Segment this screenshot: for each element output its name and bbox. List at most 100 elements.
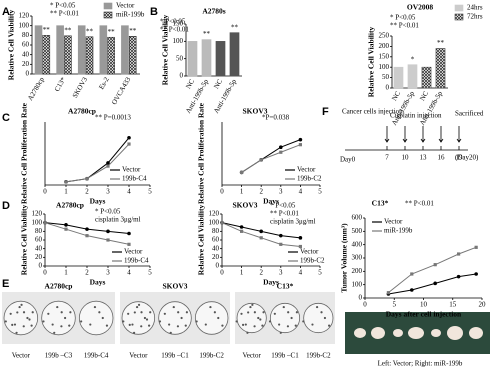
y-tick-label: 120 (19, 12, 30, 20)
colony (185, 311, 188, 314)
legend-label: miR-199b (116, 11, 145, 19)
colony (241, 323, 245, 326)
bar (215, 41, 226, 77)
y-axis-label: Relative Cell Proliferation Rate (197, 102, 206, 204)
legend-label: 199b-C4 (124, 257, 149, 265)
point (127, 135, 131, 140)
y-tick-label: 250 (379, 32, 390, 40)
x-tick-label: 1 (240, 269, 244, 277)
bar (407, 64, 418, 89)
chart-title: OV2008 (407, 3, 434, 12)
legend-swatch (454, 4, 464, 12)
annotation: ** P<0.01 (50, 10, 79, 18)
bar (435, 48, 446, 89)
injection-arrow (438, 126, 444, 143)
point (279, 145, 283, 149)
annotation: ** P<0.01 (270, 210, 299, 218)
y-tick-label: 0 (180, 72, 184, 80)
bar (393, 66, 404, 89)
x-tick-label: 5 (148, 269, 152, 277)
bar (56, 25, 64, 75)
y-tick-label: 40 (212, 244, 220, 252)
legend-swatch (103, 2, 113, 10)
bar (128, 35, 137, 75)
annotation: ** P=0.0013 (95, 114, 131, 122)
chart-title: SKOV3 (232, 201, 257, 210)
timeline-day: 16 (438, 154, 446, 162)
line (221, 222, 301, 247)
bar (421, 66, 432, 89)
colony (168, 323, 171, 326)
y-tick-label: 0 (39, 262, 43, 270)
colony (273, 312, 276, 315)
y-tick-label: 600 (352, 214, 363, 222)
y-tick-label: 80 (22, 31, 30, 39)
colony (268, 320, 272, 323)
timeline-end-note: (Day20) (455, 154, 479, 162)
colony (42, 320, 45, 323)
point (386, 291, 390, 295)
x-axis-label: Days (263, 197, 279, 206)
colony (259, 318, 262, 321)
x-tick-label: 4 (127, 269, 131, 277)
legend-label: Vector (116, 2, 135, 10)
colony (286, 325, 290, 328)
colony (53, 331, 56, 334)
colony (328, 324, 331, 327)
y-tick-label: 0 (359, 294, 363, 302)
y-axis-label: Relative Cell Proliferation Rate (20, 102, 29, 204)
point (298, 137, 303, 142)
x-tick-label: 0 (43, 269, 47, 277)
tumors (354, 326, 483, 340)
mouse-caption: Left: Vector; Right: miR-199b (378, 360, 463, 368)
colony (64, 316, 67, 320)
y-tick-label: 20 (212, 253, 220, 261)
colony (282, 305, 285, 309)
colony (101, 316, 104, 320)
point (298, 236, 303, 240)
point (259, 229, 264, 234)
y-axis-label: Tumor Volume (mm³) (340, 223, 349, 293)
significance: ** (203, 30, 211, 38)
point (474, 272, 478, 276)
x-tick-label: 3 (106, 269, 110, 277)
colony (133, 311, 136, 314)
colony (11, 323, 14, 326)
point (279, 150, 283, 154)
timeline-day: 13 (420, 154, 428, 162)
colony (287, 311, 290, 314)
legend-label: 72hrs (467, 13, 483, 21)
x-axis-label: Days after cell injection (386, 310, 462, 319)
line (388, 246, 477, 294)
bar (107, 36, 115, 75)
colony (4, 320, 7, 323)
legend-label: 199b-C2 (297, 175, 322, 183)
colony (253, 325, 256, 328)
colony (195, 320, 198, 323)
point (279, 242, 283, 246)
legend-swatch (103, 11, 113, 19)
dish (41, 300, 76, 336)
line (44, 222, 130, 245)
x-tick-label: 1 (64, 269, 68, 277)
point (259, 236, 263, 240)
colony (294, 324, 297, 327)
annotation: ** P<0.01 (390, 22, 419, 30)
x-tick-label: NC (390, 90, 402, 103)
significance: ** (129, 27, 137, 35)
x-tick-label: 0 (220, 269, 224, 277)
significance: ** (437, 39, 445, 47)
y-tick-label: 0 (386, 84, 390, 92)
x-tick-label: A2780cp (26, 75, 46, 102)
colony (240, 312, 243, 315)
bar (85, 36, 94, 75)
x-tick-label: 4 (299, 188, 303, 196)
legend-label: miR-199b (384, 227, 413, 235)
colony (279, 331, 282, 334)
colony (98, 311, 101, 314)
chart-title: SKOV3 (242, 107, 267, 116)
point (85, 177, 89, 181)
colony (251, 303, 254, 306)
x-tick-label: 15 (449, 301, 457, 309)
